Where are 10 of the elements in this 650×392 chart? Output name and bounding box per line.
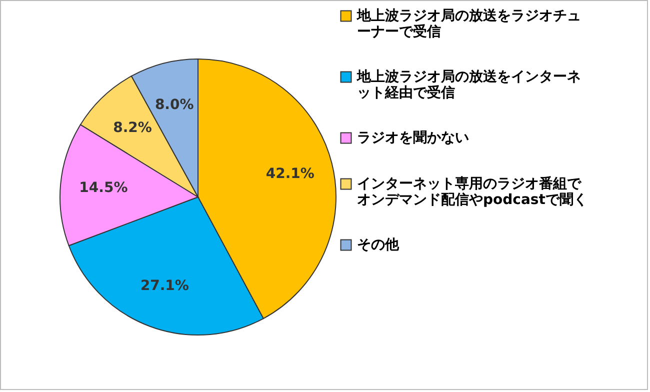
legend-label: 地上波ラジオ局の放送をラジオチューナーで受信 [356, 8, 581, 40]
data-label: 8.2% [113, 120, 152, 136]
legend-label: インターネット専用のラジオ番組でオンデマンド配信やpodcastで聞く [357, 176, 588, 208]
data-label: 42.1% [266, 166, 314, 182]
legend-label: ラジオを聞かない [357, 130, 469, 146]
legend-label: 地上波ラジオ局の放送をインターネット経由で受信 [356, 69, 581, 101]
data-label: 8.0% [154, 96, 194, 113]
legend-label: その他 [357, 237, 400, 253]
data-label: 27.1% [140, 278, 189, 294]
data-label: 14.5% [79, 180, 128, 196]
